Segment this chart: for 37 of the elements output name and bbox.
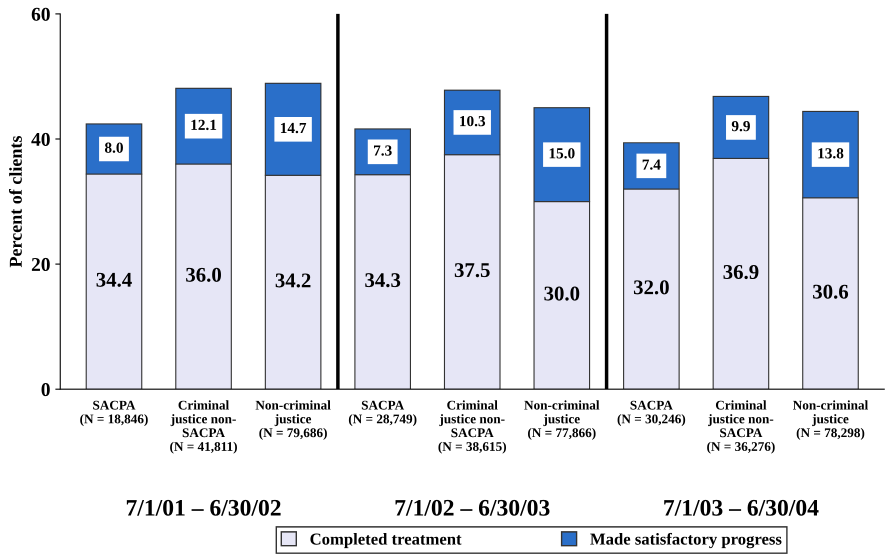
x-tick-label: SACPA (N = 28,749)	[348, 400, 416, 426]
data-label: 32.0	[634, 280, 669, 294]
y-tick-label: 40	[31, 132, 50, 146]
data-label: 36.9	[723, 265, 758, 280]
data-label: 30.0	[544, 286, 580, 301]
data-label: 34.4	[96, 272, 132, 287]
x-tick-label: Non-criminal justice (N = 77,866)	[524, 400, 600, 440]
text: 7/1/03 – 6/30/04	[664, 500, 819, 516]
data-label: 10.3	[460, 116, 486, 126]
x-tick-label: Criminal justice non- SACPA (N = 41,811)	[170, 400, 237, 454]
y-axis-title: Percent of clients	[8, 136, 22, 268]
data-label: 9.9	[732, 120, 750, 132]
legend-label: Made satisfactory progress	[590, 532, 782, 548]
x-tick-label: Non-criminal justice (N = 78,298)	[792, 400, 868, 440]
x-tick-label: Non-criminal justice (N = 79,686)	[256, 400, 331, 440]
x-tick-label: SACPA (N = 18,846)	[80, 400, 148, 426]
data-label: 14.7	[280, 122, 306, 134]
data-label: 36.0	[186, 268, 221, 282]
data-label: 30.6	[813, 284, 848, 299]
data-label: 37.5	[454, 263, 490, 278]
x-tick-label: Criminal justice non- SACPA (N = 38,615)	[438, 400, 506, 454]
legend-label: Completed treatment	[310, 532, 462, 548]
data-label: 7.3	[374, 145, 392, 156]
y-tick-label: 20	[32, 258, 50, 272]
data-label: 13.8	[818, 148, 844, 159]
data-label: 7.4	[642, 160, 661, 170]
x-tick-label: Criminal justice non- SACPA (N = 36,276)	[707, 400, 775, 454]
text: 7/1/01 – 6/30/02	[126, 500, 281, 516]
data-label: 12.1	[191, 120, 216, 130]
x-tick-label: SACPA (N = 30,246)	[618, 400, 686, 426]
data-label: 34.3	[365, 273, 400, 288]
y-tick-label: 60	[32, 8, 50, 21]
data-label: 8.0	[104, 142, 123, 153]
y-tick-label: 0	[42, 383, 50, 396]
text: 7/1/02 – 6/30/03	[396, 500, 550, 516]
data-label: 15.0	[550, 148, 575, 159]
data-label: 34.2	[276, 273, 310, 288]
